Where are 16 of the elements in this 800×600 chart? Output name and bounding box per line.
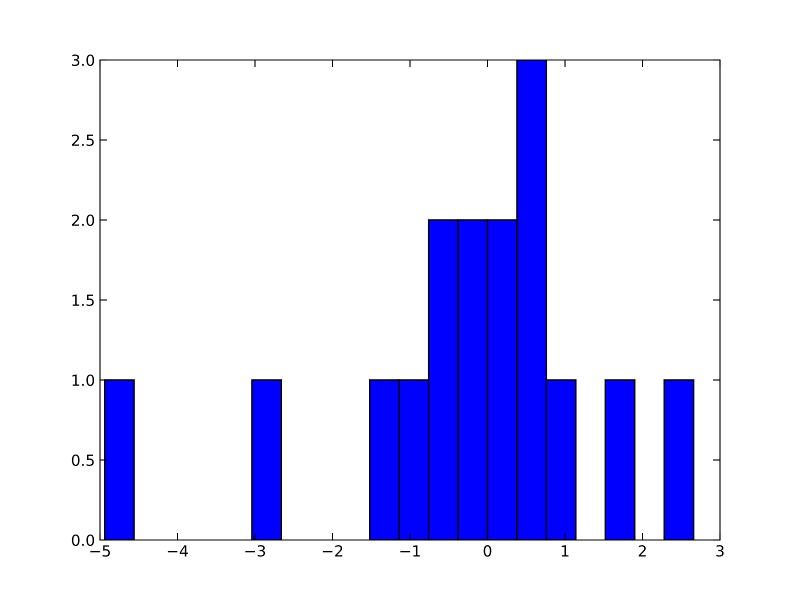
x-tick-label: −4 (168, 545, 188, 556)
x-tick-label: 2 (638, 545, 646, 556)
x-tick-label: −1 (400, 545, 420, 556)
y-tick-label: 3.0 (72, 54, 94, 66)
x-tick-label: −2 (322, 545, 342, 556)
y-tick-label: 2.5 (72, 134, 94, 146)
y-tick-label: 1.5 (72, 294, 94, 306)
x-tick-label: −3 (245, 545, 266, 557)
y-tick-label: 0.0 (72, 534, 94, 546)
x-tick-label: 3 (716, 545, 724, 557)
x-tick-label: −5 (90, 545, 110, 557)
y-tick-label: 2.0 (72, 214, 94, 226)
x-tick-label: 0 (484, 545, 492, 557)
x-tick-label: 1 (562, 545, 568, 556)
y-tick-label: 0.5 (72, 454, 94, 466)
y-tick-label: 1.0 (72, 374, 94, 386)
